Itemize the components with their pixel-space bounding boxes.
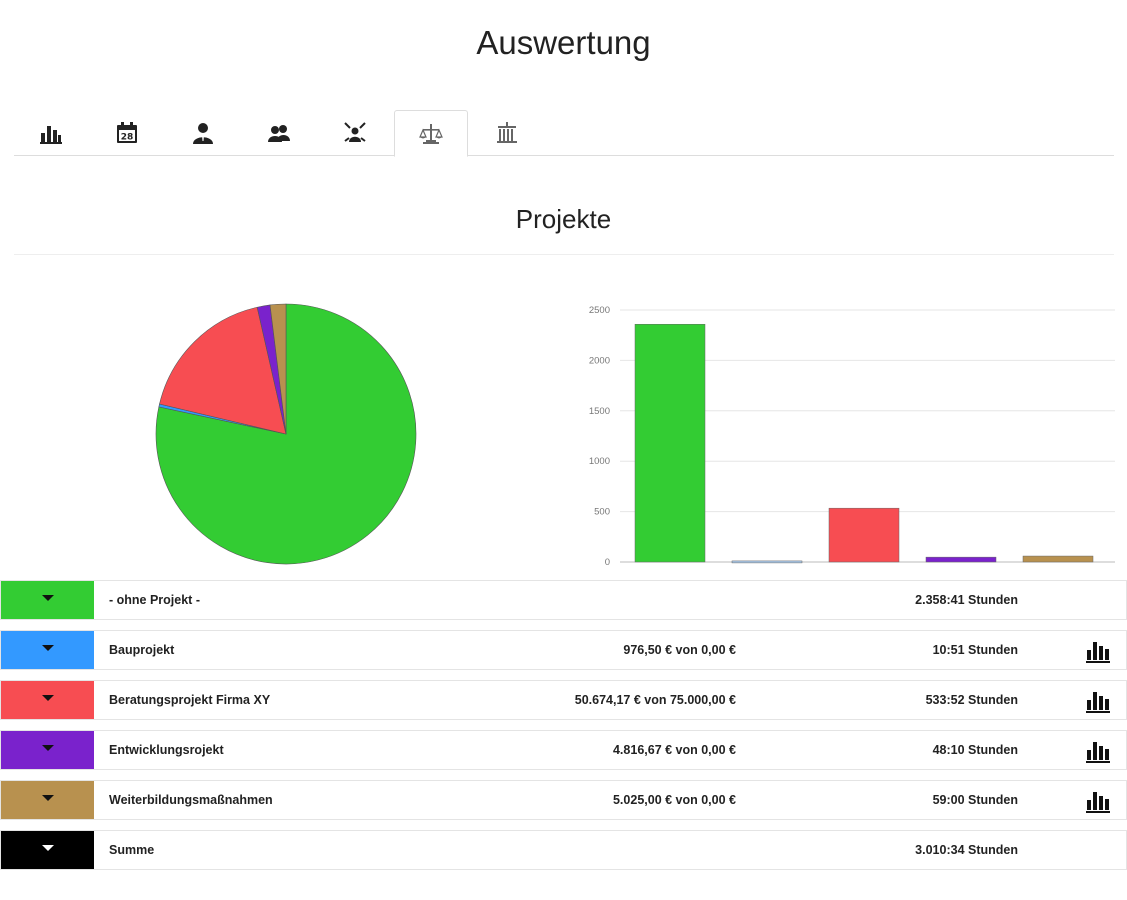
y-tick-label: 1000 xyxy=(589,456,610,467)
evaluation-tabs: 28 xyxy=(14,110,1114,157)
bar-chart-icon xyxy=(40,126,62,144)
team-center-icon xyxy=(344,122,366,142)
tab-overview[interactable] xyxy=(14,110,88,156)
row-color-toggle[interactable] xyxy=(1,731,94,769)
bar-chart-icon xyxy=(1086,642,1110,663)
section-divider xyxy=(14,254,1114,255)
page-title: Auswertung xyxy=(476,24,651,61)
user-icon xyxy=(193,123,213,144)
total-hours: 3.010:34 Stunden xyxy=(915,843,1018,857)
bar-chart-icon xyxy=(1086,692,1110,713)
bar xyxy=(1022,555,1094,563)
calendar-day-label: 28 xyxy=(121,133,134,143)
pie-chart xyxy=(150,298,422,570)
project-budget: 976,50 € von 0,00 € xyxy=(623,643,736,657)
project-chart-button[interactable] xyxy=(1084,637,1112,665)
y-tick-label: 500 xyxy=(594,507,610,518)
bar-chart-icon xyxy=(1086,742,1110,763)
pie-slice xyxy=(155,303,417,565)
project-hours: 10:51 Stunden xyxy=(932,643,1018,657)
y-tick-label: 0 xyxy=(605,557,610,568)
bar xyxy=(634,323,706,563)
table-row: Weiterbildungsmaßnahmen 5.025,00 € von 0… xyxy=(0,780,1127,820)
users-icon xyxy=(268,125,290,142)
project-name: Bauprojekt xyxy=(109,643,175,657)
project-budget: 50.674,17 € von 75.000,00 € xyxy=(574,693,736,707)
tab-calendar[interactable]: 28 xyxy=(90,110,164,156)
project-name: Weiterbildungsmaßnahmen xyxy=(109,793,273,807)
row-color-toggle[interactable] xyxy=(1,631,94,669)
calendar-icon: 28 xyxy=(117,122,137,143)
section-title: Projekte xyxy=(515,204,612,234)
project-budget: 4.816,67 € von 0,00 € xyxy=(612,743,736,757)
caret-down-icon xyxy=(41,795,54,801)
total-label: Summe xyxy=(109,843,155,857)
bar-chart-icon xyxy=(1086,792,1110,813)
tab-team[interactable] xyxy=(318,110,392,156)
row-color-toggle[interactable] xyxy=(1,831,94,869)
project-chart-button[interactable] xyxy=(1084,787,1112,815)
table-row: Beratungsprojekt Firma XY 50.674,17 € vo… xyxy=(0,680,1127,720)
y-tick-label: 1500 xyxy=(589,406,610,417)
building-icon xyxy=(497,122,517,143)
project-name: Entwicklungsrojekt xyxy=(109,743,224,757)
project-hours: 59:00 Stunden xyxy=(932,793,1018,807)
table-row: Entwicklungsrojekt 4.816,67 € von 0,00 €… xyxy=(0,730,1127,770)
caret-down-icon xyxy=(41,845,54,851)
row-color-toggle[interactable] xyxy=(1,781,94,819)
y-tick-label: 2500 xyxy=(589,305,610,316)
table-row: Bauprojekt 976,50 € von 0,00 € 10:51 Stu… xyxy=(0,630,1127,670)
tab-projects[interactable] xyxy=(394,110,468,157)
table-row-total: Summe 3.010:34 Stunden xyxy=(0,830,1127,870)
project-scale-icon xyxy=(419,123,443,144)
project-name: Beratungsprojekt Firma XY xyxy=(109,693,271,707)
project-chart-button[interactable] xyxy=(1084,687,1112,715)
tab-users[interactable] xyxy=(242,110,316,156)
tab-user[interactable] xyxy=(166,110,240,156)
bar-chart: 0 500 1000 1500 2000 2500 xyxy=(575,295,1120,577)
row-color-toggle[interactable] xyxy=(1,581,94,619)
pie-slice xyxy=(159,306,287,435)
project-hours: 48:10 Stunden xyxy=(932,743,1018,757)
y-tick-label: 2000 xyxy=(589,355,610,366)
caret-down-icon xyxy=(41,695,54,701)
tab-company[interactable] xyxy=(470,110,544,156)
caret-down-icon xyxy=(41,645,54,651)
caret-down-icon xyxy=(41,745,54,751)
bar xyxy=(828,507,900,563)
project-hours: 533:52 Stunden xyxy=(925,693,1018,707)
caret-down-icon xyxy=(41,595,54,601)
project-budget: 5.025,00 € von 0,00 € xyxy=(612,793,736,807)
bar xyxy=(731,560,803,564)
table-row: - ohne Projekt - 2.358:41 Stunden xyxy=(0,580,1127,620)
project-name: - ohne Projekt - xyxy=(109,593,200,607)
bar xyxy=(925,556,997,563)
project-hours: 2.358:41 Stunden xyxy=(915,593,1018,607)
project-chart-button[interactable] xyxy=(1084,737,1112,765)
pie-slice xyxy=(269,303,287,435)
row-color-toggle[interactable] xyxy=(1,681,94,719)
